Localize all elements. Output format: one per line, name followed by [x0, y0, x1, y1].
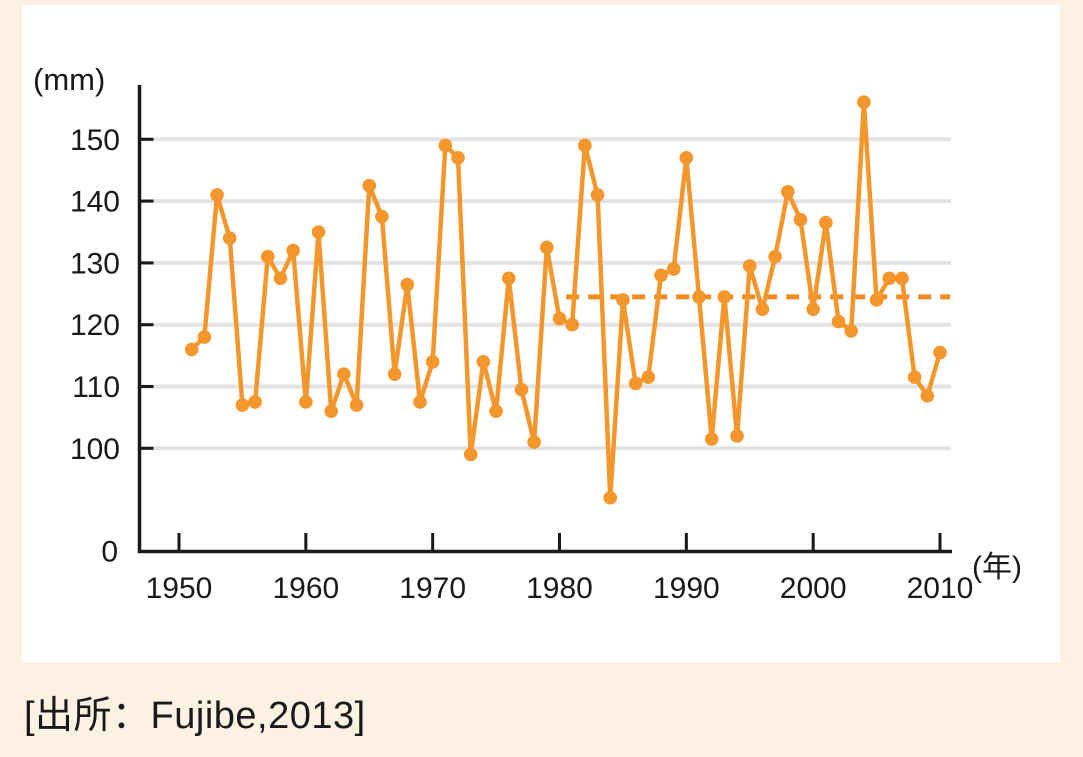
y-tick-label-100: 100 [70, 433, 120, 466]
x-tick-label-1960: 1960 [272, 572, 339, 605]
data-point-1959 [286, 243, 300, 258]
data-point-1961 [311, 225, 326, 239]
data-point-1977 [514, 382, 529, 397]
data-point-2006 [882, 271, 897, 286]
data-line [189, 99, 943, 500]
data-point-1997 [768, 249, 782, 264]
data-point-1963 [337, 367, 351, 381]
data-point-1979 [540, 240, 554, 255]
data-point-1983 [590, 188, 605, 202]
source-caption: [出所：Fujibe,2013] [24, 695, 366, 737]
data-point-1993 [717, 290, 732, 304]
data-point-1995 [742, 259, 757, 273]
data-point-2001 [819, 215, 833, 230]
data-point-1957 [260, 249, 275, 264]
data-point-2009 [920, 388, 935, 403]
data-point-1973 [463, 447, 478, 462]
data-point-2003 [844, 324, 859, 338]
x-tick-label-1950: 1950 [146, 572, 213, 605]
data-point-1971 [438, 138, 453, 153]
data-point-1974 [476, 354, 491, 369]
x-tick-label-1970: 1970 [399, 572, 466, 605]
data-point-1964 [349, 398, 364, 412]
data-point-2002 [831, 314, 846, 329]
data-point-1958 [273, 271, 288, 286]
data-point-2007 [895, 271, 909, 286]
data-point-2010 [933, 345, 947, 360]
y-tick-label-140: 140 [70, 186, 120, 219]
data-point-1956 [248, 395, 262, 409]
data-point-1967 [387, 367, 402, 381]
y-axis-unit-label: (mm) [33, 62, 105, 97]
data-point-1976 [501, 271, 516, 286]
x-tick-label-2000: 2000 [780, 572, 847, 605]
data-point-2004 [857, 95, 871, 110]
data-point-1989 [666, 262, 681, 276]
data-point-1968 [400, 277, 415, 292]
data-point-1990 [679, 151, 694, 165]
data-point-1994 [730, 429, 744, 443]
y-tick-label-0: 0 [101, 536, 118, 569]
y-tick-label-130: 130 [70, 247, 120, 280]
data-point-1988 [654, 268, 668, 283]
data-point-1960 [299, 395, 313, 409]
data-point-1982 [578, 138, 592, 153]
data-point-1951 [184, 342, 199, 357]
data-point-1996 [755, 302, 770, 317]
data-point-1992 [704, 432, 719, 446]
data-point-1984 [603, 490, 618, 505]
data-point-1972 [451, 151, 465, 165]
data-point-1969 [413, 395, 427, 409]
data-point-1991 [692, 290, 706, 304]
data-point-2005 [869, 293, 884, 307]
y-tick-label-150: 150 [70, 124, 120, 157]
y-tick-label-110: 110 [72, 371, 120, 404]
data-point-1998 [781, 185, 795, 199]
data-point-2000 [806, 302, 820, 317]
y-tick-label-120: 120 [70, 309, 120, 342]
data-point-1953 [210, 188, 224, 202]
data-point-1965 [362, 178, 377, 193]
data-point-2008 [907, 370, 922, 385]
data-point-1981 [565, 317, 579, 332]
data-point-1966 [375, 209, 389, 224]
data-point-1954 [222, 231, 237, 245]
data-point-1975 [489, 404, 503, 419]
x-tick-label-1990: 1990 [653, 572, 720, 605]
data-point-1986 [628, 376, 643, 391]
data-point-1962 [324, 404, 339, 419]
data-point-1952 [197, 330, 212, 344]
data-point-1987 [641, 370, 656, 385]
x-tick-label-2010: 2010 [907, 572, 974, 605]
x-axis-unit-label: (年) [972, 551, 1022, 584]
data-point-1955 [235, 398, 250, 412]
x-tick-label-1980: 1980 [526, 572, 593, 605]
data-point-1970 [425, 354, 440, 369]
data-point-1978 [527, 435, 541, 449]
data-point-1985 [616, 293, 630, 307]
data-point-1980 [552, 311, 567, 326]
data-point-1999 [793, 212, 808, 227]
